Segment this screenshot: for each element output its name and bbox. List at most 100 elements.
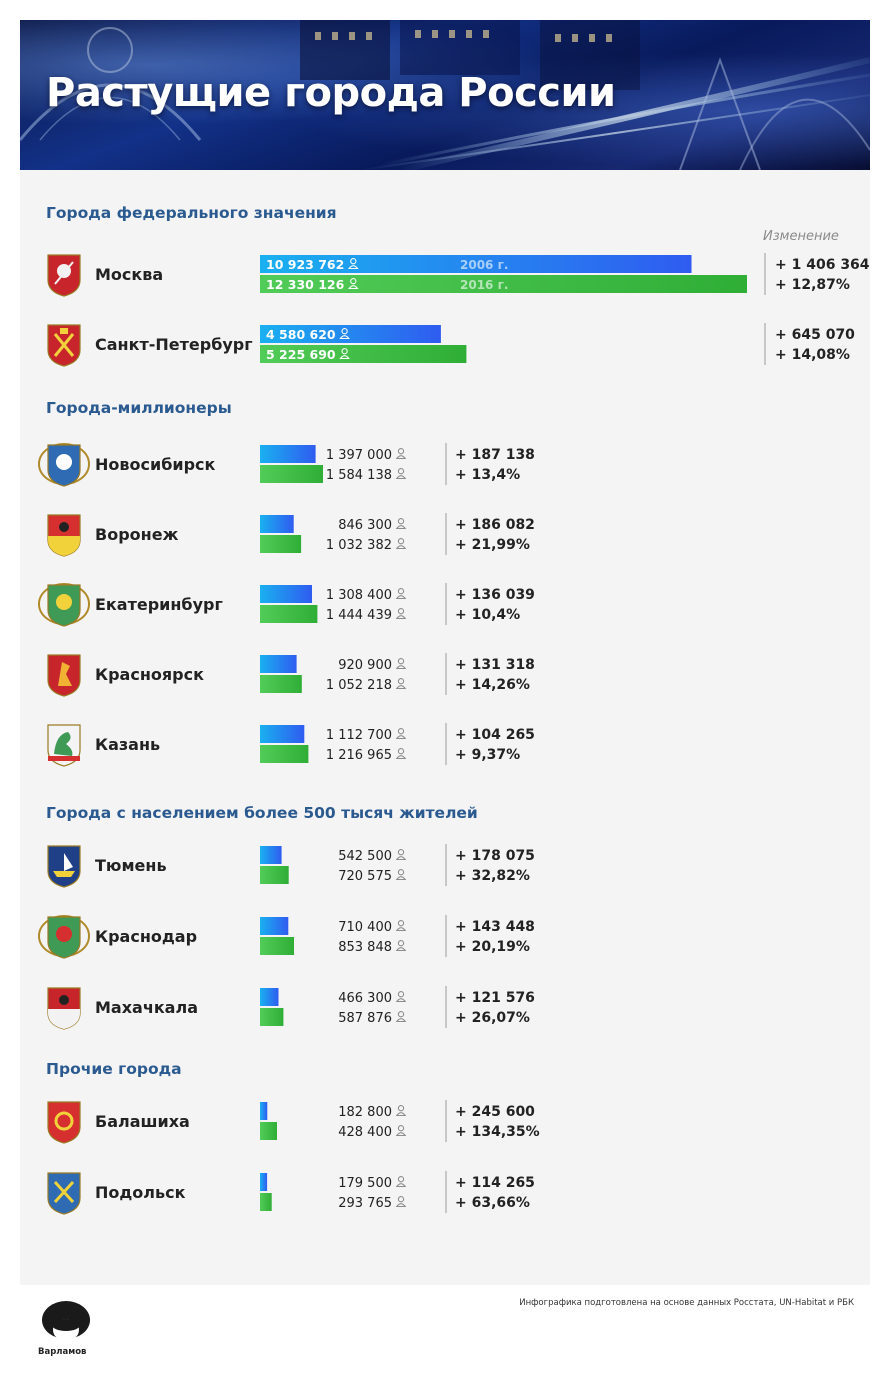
city-name: Подольск <box>95 1183 186 1202</box>
city-row: Балашиха 182 800 428 400 + 245 600 + 134,35% <box>47 1100 540 1144</box>
change-percent: + 21,99% <box>455 537 530 553</box>
value-label-2016: 1 584 138 <box>326 468 392 483</box>
value-label-2006: 1 112 700 <box>326 728 392 743</box>
saint-petersburg-coat-of-arms-icon <box>47 324 81 367</box>
person-icon <box>395 678 407 690</box>
person-icon <box>395 1011 407 1023</box>
city-row: Новосибирск 1 397 000 1 584 138 + 187 138 + … <box>38 443 535 487</box>
makhachkala-coat-of-arms-icon <box>47 987 81 1030</box>
person-icon <box>395 468 407 480</box>
city-name: Москва <box>95 265 163 284</box>
city-row: Красноярск 920 900 1 052 218 + 131 318 + 14,… <box>47 653 535 697</box>
value-label-2016: 1 444 439 <box>326 608 392 623</box>
krasnodar-coat-of-arms-icon <box>38 915 90 959</box>
bar-2006 <box>260 1102 268 1120</box>
bar-2006 <box>260 846 282 864</box>
change-percent: + 14,08% <box>775 347 850 363</box>
person-icon <box>395 1176 407 1188</box>
value-label-2006: 182 800 <box>338 1105 392 1120</box>
change-percent: + 26,07% <box>455 1010 530 1026</box>
value-label-2006: 1 397 000 <box>326 448 392 463</box>
bar-2016 <box>260 275 747 293</box>
person-icon <box>395 849 407 861</box>
population-chart: Изменение Города федерального значения Мос… <box>38 204 870 1215</box>
change-percent: + 63,66% <box>455 1195 530 1211</box>
change-percent: + 10,4% <box>455 607 520 623</box>
value-label-2006: 179 500 <box>338 1176 392 1191</box>
person-icon <box>395 608 407 620</box>
person-icon <box>348 278 359 290</box>
change-percent: + 13,4% <box>455 467 520 483</box>
value-label-2016: 853 848 <box>338 940 392 955</box>
city-row: Подольск 179 500 293 765 + 114 265 + 63,66% <box>47 1171 535 1215</box>
change-absolute: + 245 600 <box>455 1104 535 1120</box>
change-percent: + 12,87% <box>775 277 850 293</box>
brand-name: Варламов <box>38 1347 87 1357</box>
change-absolute: + 143 448 <box>455 919 535 935</box>
city-row: Москва 10 923 762 12 330 126 2006 г. 2016 г.… <box>47 253 870 297</box>
bar-2006 <box>260 585 312 603</box>
value-label-2016: 1 052 218 <box>326 678 392 693</box>
bar-2016 <box>260 605 318 623</box>
person-icon <box>395 748 407 760</box>
change-absolute: + 187 138 <box>455 447 535 463</box>
person-icon <box>395 538 407 550</box>
krasnoyarsk-coat-of-arms-icon <box>47 654 81 697</box>
bar-2006 <box>260 445 316 463</box>
person-icon <box>395 518 407 530</box>
voronezh-coat-of-arms-icon <box>47 514 81 557</box>
novosibirsk-coat-of-arms-icon <box>38 443 90 487</box>
value-label-2006: 710 400 <box>338 920 392 935</box>
person-icon <box>395 1125 407 1137</box>
city-name: Махачкала <box>95 998 198 1017</box>
city-row: Махачкала 466 300 587 876 + 121 576 + 26,07% <box>47 986 535 1030</box>
bar-2016 <box>260 1193 272 1211</box>
section-title: Города-миллионеры <box>46 399 232 417</box>
bar-2006 <box>260 725 305 743</box>
change-absolute: + 131 318 <box>455 657 535 673</box>
value-label-2006: 920 900 <box>338 658 392 673</box>
person-icon <box>395 940 407 952</box>
bar-2016 <box>260 1008 284 1026</box>
city-row: Тюмень 542 500 720 575 + 178 075 + 32,82% <box>47 844 535 888</box>
person-icon <box>395 869 407 881</box>
bar-2006 <box>260 515 294 533</box>
bar-2006 <box>260 325 441 343</box>
person-icon <box>395 1196 407 1208</box>
change-absolute: + 104 265 <box>455 727 535 743</box>
kazan-coat-of-arms-icon <box>47 724 81 767</box>
bar-2016 <box>260 345 467 363</box>
city-name: Краснодар <box>95 927 197 946</box>
city-name: Тюмень <box>95 856 167 875</box>
value-label-2016: 428 400 <box>338 1125 392 1140</box>
bar-2016 <box>260 465 323 483</box>
person-icon <box>339 348 350 360</box>
change-column-header: Изменение <box>763 229 839 244</box>
section-title: Города федерального значения <box>46 204 337 222</box>
section-title: Прочие города <box>46 1060 182 1078</box>
bar-2016 <box>260 1122 277 1140</box>
podolsk-coat-of-arms-icon <box>47 1172 81 1215</box>
change-absolute: + 645 070 <box>775 327 855 343</box>
value-label-2006: 4 580 620 <box>266 327 336 342</box>
year-label-2016: 2016 г. <box>460 278 508 292</box>
bar-2006 <box>260 655 297 673</box>
value-label-2016: 1 032 382 <box>326 538 392 553</box>
person-icon <box>348 258 359 270</box>
bar-2006 <box>260 917 289 935</box>
bar-2016 <box>260 745 309 763</box>
value-label-2016: 12 330 126 <box>266 277 345 292</box>
city-row: Краснодар 710 400 853 848 + 143 448 + 20,19% <box>38 915 535 959</box>
bar-2016 <box>260 535 302 553</box>
change-absolute: + 1 406 364 <box>775 257 870 273</box>
page-title: Растущие города России <box>46 70 616 116</box>
value-label-2006: 466 300 <box>338 991 392 1006</box>
person-icon <box>395 920 407 932</box>
change-absolute: + 114 265 <box>455 1175 535 1191</box>
city-name: Екатеринбург <box>95 595 223 614</box>
bar-2016 <box>260 675 302 693</box>
person-icon <box>395 588 407 600</box>
city-row: Санкт-Петербург 4 580 620 5 225 690 + 645 0… <box>47 323 855 367</box>
city-row: Екатеринбург 1 308 400 1 444 439 + 136 039 +… <box>38 583 535 627</box>
